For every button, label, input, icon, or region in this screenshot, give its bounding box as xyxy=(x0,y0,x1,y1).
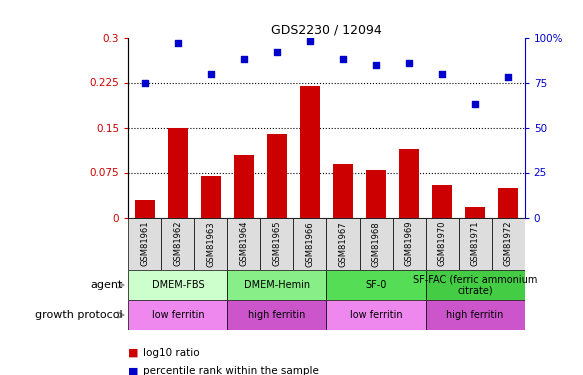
Bar xyxy=(300,86,320,218)
Point xyxy=(305,38,315,44)
FancyBboxPatch shape xyxy=(261,217,293,270)
Text: GSM81965: GSM81965 xyxy=(272,221,282,267)
Bar xyxy=(333,164,353,218)
Point xyxy=(272,49,282,55)
Bar xyxy=(432,184,452,218)
FancyBboxPatch shape xyxy=(128,217,161,270)
Text: growth protocol: growth protocol xyxy=(35,310,122,320)
Text: DMEM-Hemin: DMEM-Hemin xyxy=(244,280,310,290)
Point xyxy=(437,70,447,76)
FancyBboxPatch shape xyxy=(459,217,491,270)
FancyBboxPatch shape xyxy=(326,217,360,270)
Text: GSM81971: GSM81971 xyxy=(470,221,480,267)
Text: percentile rank within the sample: percentile rank within the sample xyxy=(143,366,319,375)
Text: high ferritin: high ferritin xyxy=(447,310,504,320)
FancyBboxPatch shape xyxy=(227,217,261,270)
Text: ■: ■ xyxy=(128,366,139,375)
FancyBboxPatch shape xyxy=(227,270,326,300)
FancyBboxPatch shape xyxy=(293,217,326,270)
FancyBboxPatch shape xyxy=(194,217,227,270)
Text: low ferritin: low ferritin xyxy=(152,310,204,320)
FancyBboxPatch shape xyxy=(128,270,227,300)
Bar xyxy=(168,128,188,218)
Point xyxy=(239,56,248,62)
Text: GSM81963: GSM81963 xyxy=(206,221,215,267)
FancyBboxPatch shape xyxy=(326,300,426,330)
FancyBboxPatch shape xyxy=(360,217,392,270)
Text: high ferritin: high ferritin xyxy=(248,310,305,320)
Text: log10 ratio: log10 ratio xyxy=(143,348,199,357)
FancyBboxPatch shape xyxy=(426,270,525,300)
Point xyxy=(140,80,149,86)
FancyBboxPatch shape xyxy=(128,300,227,330)
Text: ■: ■ xyxy=(128,348,139,357)
Bar xyxy=(234,154,254,218)
Bar xyxy=(498,188,518,218)
FancyBboxPatch shape xyxy=(161,217,194,270)
Title: GDS2230 / 12094: GDS2230 / 12094 xyxy=(271,23,382,36)
Text: SF-0: SF-0 xyxy=(366,280,387,290)
Text: agent: agent xyxy=(90,280,122,290)
Text: SF-FAC (ferric ammonium
citrate): SF-FAC (ferric ammonium citrate) xyxy=(413,274,538,296)
FancyBboxPatch shape xyxy=(227,300,326,330)
Text: GSM81970: GSM81970 xyxy=(438,221,447,267)
Text: GSM81968: GSM81968 xyxy=(371,221,381,267)
Point xyxy=(338,56,347,62)
Point xyxy=(405,60,414,66)
Point xyxy=(206,70,216,76)
Text: GSM81967: GSM81967 xyxy=(339,221,347,267)
Bar xyxy=(366,170,386,217)
Bar xyxy=(201,176,221,217)
Text: GSM81964: GSM81964 xyxy=(240,221,248,267)
FancyBboxPatch shape xyxy=(326,270,426,300)
Bar xyxy=(267,134,287,218)
Point xyxy=(371,62,381,68)
Text: DMEM-FBS: DMEM-FBS xyxy=(152,280,204,290)
Text: GSM81961: GSM81961 xyxy=(141,221,149,267)
FancyBboxPatch shape xyxy=(426,217,459,270)
Point xyxy=(470,101,480,107)
Text: GSM81962: GSM81962 xyxy=(173,221,182,267)
FancyBboxPatch shape xyxy=(491,217,525,270)
Text: low ferritin: low ferritin xyxy=(350,310,402,320)
FancyBboxPatch shape xyxy=(392,217,426,270)
Point xyxy=(173,40,182,46)
Bar xyxy=(465,207,485,218)
Bar xyxy=(399,148,419,217)
FancyBboxPatch shape xyxy=(426,300,525,330)
Text: GSM81966: GSM81966 xyxy=(305,221,314,267)
Text: GSM81969: GSM81969 xyxy=(405,221,413,267)
Text: GSM81972: GSM81972 xyxy=(504,221,512,267)
Point xyxy=(504,74,513,80)
Bar xyxy=(135,200,154,217)
